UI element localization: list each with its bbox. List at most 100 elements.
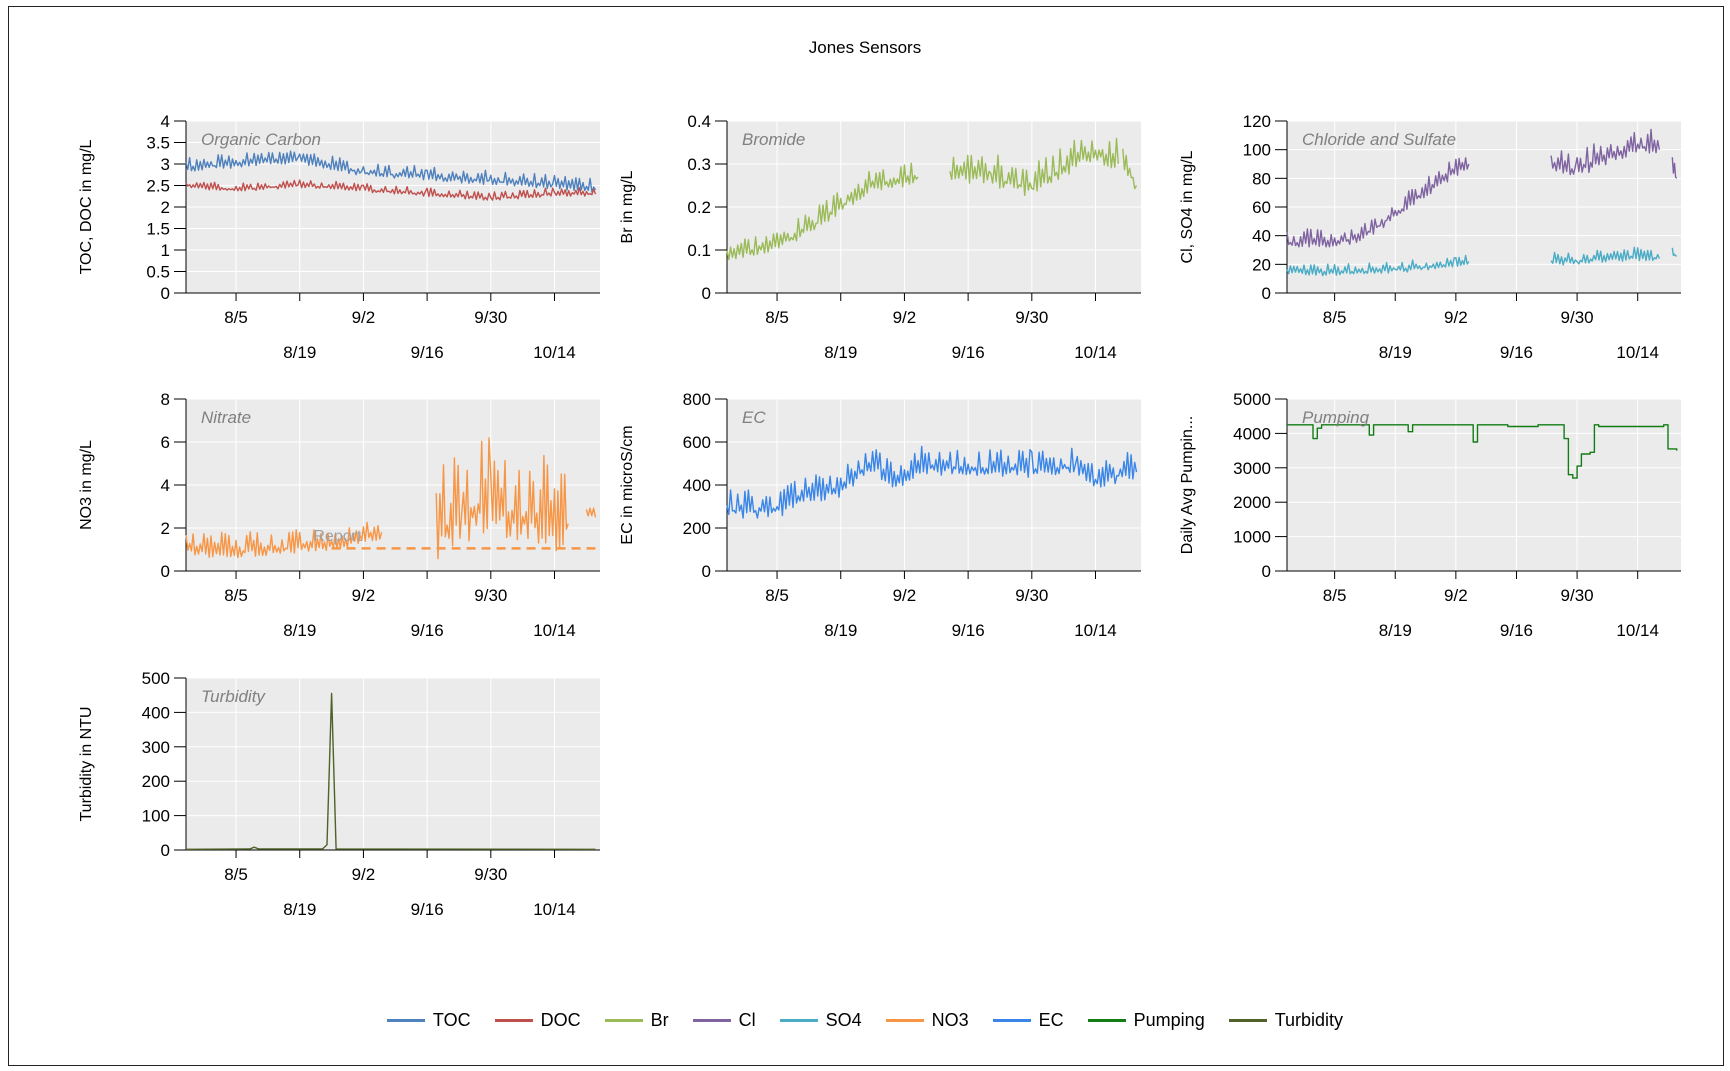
x-tick-label: 9/2	[1444, 586, 1468, 605]
legend-label: Pumping	[1133, 1010, 1205, 1030]
y-axis-label: Br in mg/L	[619, 170, 636, 243]
x-tick-label: 9/2	[352, 865, 376, 884]
x-tick-label: 8/19	[1379, 621, 1412, 640]
x-tick-label: 8/19	[824, 343, 857, 362]
series-line-br	[949, 137, 1119, 197]
x-tick-label: 9/30	[1015, 308, 1048, 327]
x-tick-label: 8/19	[824, 621, 857, 640]
y-tick-label: 100	[1243, 141, 1271, 160]
legend-swatch	[494, 1019, 533, 1022]
x-tick-label: 9/30	[474, 865, 507, 884]
legend-swatch	[386, 1019, 425, 1022]
x-tick-label: 9/2	[893, 586, 917, 605]
y-tick-label: 0	[702, 284, 711, 303]
x-tick-label: 9/16	[952, 343, 985, 362]
x-tick-label: 9/2	[352, 586, 376, 605]
series-line-ec	[726, 445, 1138, 519]
series-line-cl	[1550, 128, 1661, 176]
legend-item: TOC	[386, 1010, 471, 1031]
x-tick-label: 9/2	[1444, 308, 1468, 327]
y-tick-label: 2	[161, 519, 170, 538]
y-tick-label: 120	[1243, 112, 1271, 131]
x-tick-label: 9/2	[893, 308, 917, 327]
y-tick-label: 20	[1252, 255, 1271, 274]
series-line-br	[726, 162, 919, 261]
x-tick-label: 9/16	[411, 900, 444, 919]
x-tick-label: 8/5	[765, 308, 789, 327]
series-line-toc	[185, 150, 597, 193]
x-tick-label: 8/5	[1323, 308, 1347, 327]
x-tick-label: 9/2	[352, 308, 376, 327]
legend-swatch	[779, 1019, 818, 1022]
y-tick-label: 6	[161, 433, 170, 452]
panel-title: Bromide	[742, 130, 805, 149]
panel-title: Chloride and Sulfate	[1302, 130, 1456, 149]
y-tick-label: 800	[683, 390, 711, 409]
plot-area	[186, 678, 600, 850]
x-tick-label: 8/5	[224, 586, 248, 605]
figure-title: Jones Sensors	[808, 38, 922, 57]
x-tick-label: 10/14	[533, 900, 576, 919]
y-tick-label: 2	[161, 198, 170, 217]
y-axis-label: NO3 in mg/L	[78, 440, 95, 530]
x-tick-label: 8/19	[1379, 343, 1412, 362]
series-line-so4	[1671, 247, 1677, 257]
y-axis-label: Turbidity in NTU	[78, 707, 95, 822]
legend-swatch	[885, 1019, 924, 1022]
legend-label: EC	[1038, 1010, 1064, 1030]
y-tick-label: 1000	[1233, 528, 1271, 547]
y-tick-label: 4000	[1233, 424, 1271, 443]
series-line-cl	[1671, 157, 1678, 179]
annotation-label: Report	[313, 528, 362, 545]
series-line-no3	[585, 507, 597, 518]
y-tick-label: 2000	[1233, 493, 1271, 512]
panel-title: Nitrate	[201, 408, 251, 427]
x-tick-label: 8/5	[765, 586, 789, 605]
y-tick-label: 1.5	[146, 220, 170, 239]
series-line-doc	[185, 179, 597, 201]
y-tick-label: 600	[683, 433, 711, 452]
y-tick-label: 2.5	[146, 177, 170, 196]
x-tick-label: 9/30	[474, 586, 507, 605]
y-tick-label: 0.5	[146, 263, 170, 282]
y-tick-label: 100	[142, 807, 170, 826]
y-tick-label: 400	[683, 476, 711, 495]
y-tick-label: 4	[161, 476, 170, 495]
x-tick-label: 8/5	[224, 308, 248, 327]
legend-label: Turbidity	[1274, 1010, 1344, 1030]
x-tick-label: 10/14	[1074, 343, 1117, 362]
y-tick-label: 0	[1262, 284, 1271, 303]
legend-item: EC	[992, 1010, 1064, 1031]
legend-label: Br	[650, 1010, 669, 1030]
y-axis-label: Daily Avg Pumpin...	[1179, 416, 1196, 554]
x-tick-label: 9/16	[952, 621, 985, 640]
x-tick-label: 8/19	[283, 900, 316, 919]
charts-canvas: 8/5 8/19 9/2 9/16 9/30 10/14 0 0.5 1 1.5 2 2.5 3 3.5 4…	[78, 112, 1681, 919]
legend-item: Br	[604, 1010, 669, 1031]
y-tick-label: 200	[683, 519, 711, 538]
x-tick-label: 9/30	[1015, 586, 1048, 605]
legend-swatch	[1228, 1019, 1267, 1022]
panel-title: Organic Carbon	[201, 130, 321, 149]
y-tick-label: 3000	[1233, 459, 1271, 478]
legend-item: Turbidity	[1228, 1010, 1344, 1031]
series-line-so4	[1286, 254, 1470, 277]
y-tick-label: 0.1	[687, 241, 711, 260]
y-tick-label: 3.5	[146, 134, 170, 153]
panel-title: Pumping	[1302, 408, 1370, 427]
y-tick-label: 3	[161, 155, 170, 174]
y-tick-label: 40	[1252, 227, 1271, 246]
series-line-no3	[435, 437, 569, 560]
legend-item: NO3	[885, 1010, 969, 1031]
series-line-pumping	[1287, 424, 1678, 479]
y-axis-label: TOC, DOC in mg/L	[78, 139, 95, 274]
y-tick-label: 200	[142, 772, 170, 791]
y-tick-label: 0.4	[687, 112, 711, 131]
y-axis-label: EC in microS/cm	[619, 425, 636, 544]
panel-title: Turbidity	[201, 687, 266, 706]
series-line-so4	[1550, 246, 1661, 266]
legend-item: DOC	[494, 1010, 581, 1031]
x-tick-label: 9/30	[474, 308, 507, 327]
y-axis-label: Cl, SO4 in mg/L	[1179, 150, 1196, 263]
y-tick-label: 0.3	[687, 155, 711, 174]
